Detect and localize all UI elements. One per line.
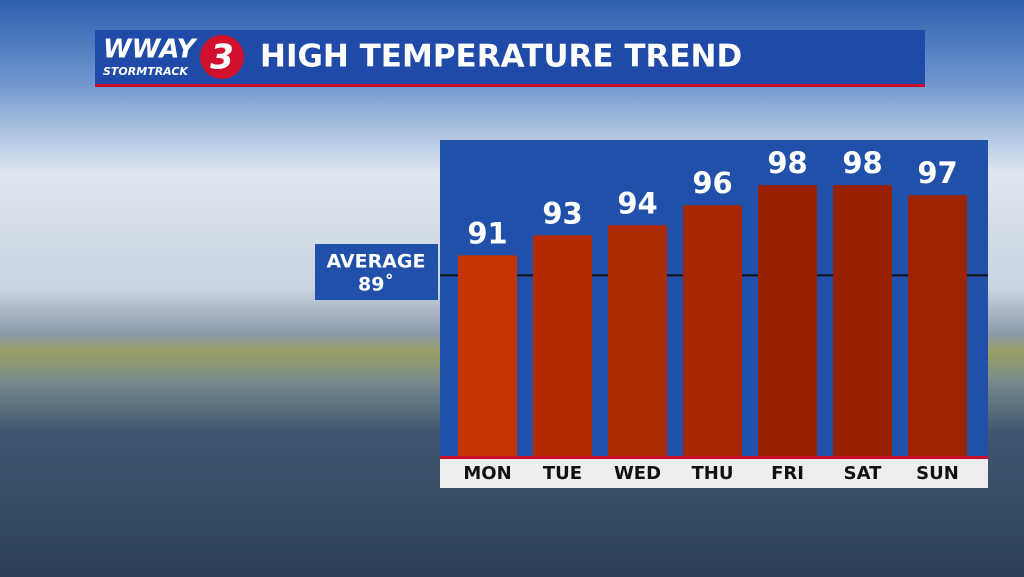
bar: [833, 185, 892, 456]
bar: [533, 235, 592, 456]
logo-sub: STORMTRACK: [103, 65, 189, 78]
value-label: 93: [542, 196, 582, 230]
bar: [758, 185, 817, 456]
x-tick-label: SAT: [844, 463, 882, 484]
baseline: [440, 456, 988, 459]
title-underline: [95, 84, 925, 87]
x-tick-label: MON: [463, 463, 511, 484]
chart-title: HIGH TEMPERATURE TREND: [260, 39, 742, 75]
x-tick-label: FRI: [771, 463, 804, 484]
value-label: 98: [767, 146, 807, 180]
bar: [908, 195, 967, 456]
x-tick-label: THU: [692, 463, 734, 484]
average-box: [315, 244, 438, 300]
value-label: 97: [917, 156, 957, 190]
bar: [683, 205, 742, 456]
bar: [608, 225, 667, 456]
logo-channel: 3: [210, 38, 234, 78]
logo-name: WWAY: [103, 35, 199, 65]
logo-badge: [200, 35, 244, 79]
label-strip: [440, 459, 988, 488]
value-label: 91: [467, 216, 507, 250]
x-tick-label: WED: [614, 463, 661, 484]
value-label: 98: [842, 146, 882, 180]
bar: [458, 255, 517, 456]
x-tick-label: SUN: [916, 463, 959, 484]
value-label: 96: [692, 166, 732, 200]
x-tick-label: TUE: [543, 463, 582, 484]
average-value: 89˚: [358, 273, 394, 296]
value-label: 94: [617, 186, 657, 220]
average-label: AVERAGE: [326, 251, 425, 273]
